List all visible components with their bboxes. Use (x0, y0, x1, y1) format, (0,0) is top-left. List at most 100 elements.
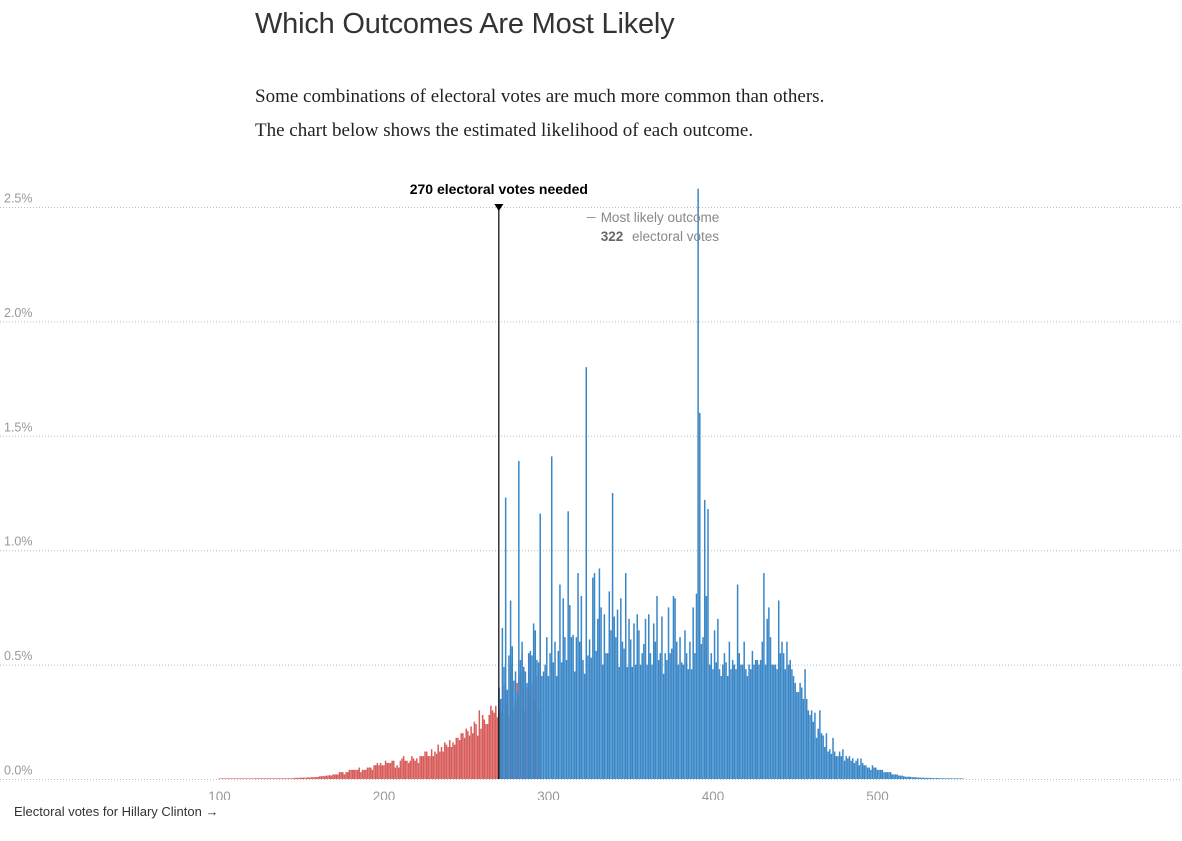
bar (856, 758, 859, 779)
bar (608, 591, 611, 779)
bar (708, 664, 711, 779)
bar (720, 676, 722, 779)
bar (725, 662, 727, 779)
bar (493, 712, 495, 779)
bar (957, 778, 959, 779)
bar (583, 673, 586, 779)
bar (241, 778, 244, 779)
bar (815, 737, 818, 779)
bar (450, 746, 453, 779)
bar (429, 756, 431, 779)
bar (702, 637, 704, 779)
bar (486, 724, 489, 779)
bar (919, 777, 921, 779)
bar (779, 653, 782, 779)
bar (529, 650, 532, 779)
bar (723, 653, 726, 779)
bar (735, 669, 737, 779)
bar (600, 607, 602, 779)
bar (750, 669, 752, 779)
mode-suffix: electoral votes (632, 229, 719, 244)
bar (409, 760, 412, 779)
bar (605, 653, 607, 779)
bar (351, 769, 354, 779)
bar (504, 497, 507, 779)
bar (246, 778, 249, 779)
bar (860, 758, 862, 779)
bar (481, 714, 484, 779)
bar (435, 753, 438, 779)
bar (549, 653, 551, 779)
bar (784, 669, 787, 779)
bar (501, 627, 504, 779)
bar (618, 666, 620, 779)
bar (378, 765, 380, 779)
bar (503, 666, 505, 779)
bar (462, 733, 464, 779)
y-tick-label: 1.0% (4, 535, 33, 549)
bar (888, 772, 890, 779)
bar (468, 735, 471, 779)
bar (952, 778, 954, 779)
y-tick-label: 0.0% (4, 764, 33, 778)
bar (962, 778, 964, 779)
bar (924, 777, 926, 779)
bar (388, 762, 390, 779)
bar (666, 660, 668, 779)
bar (832, 737, 834, 779)
bar (904, 776, 907, 779)
x-tick-label: 400 (702, 789, 725, 800)
bar (342, 772, 344, 779)
bar (268, 778, 270, 779)
bar (282, 778, 285, 779)
bar (763, 573, 765, 779)
bar (366, 767, 369, 779)
bar (766, 618, 768, 779)
bar (226, 778, 229, 779)
bar (733, 664, 736, 779)
bar (437, 744, 439, 779)
bar (792, 676, 795, 779)
bar (771, 664, 773, 779)
bar (886, 772, 889, 779)
bar (944, 778, 946, 779)
bar (374, 765, 377, 779)
bar (759, 660, 762, 779)
page-title: Which Outcomes Are Most Likely (255, 8, 675, 40)
bar (276, 778, 278, 779)
bar (542, 671, 545, 779)
bar (649, 653, 652, 779)
bar (404, 760, 407, 779)
bar (499, 698, 502, 779)
bar (444, 742, 446, 779)
bar (577, 573, 579, 779)
bar (810, 710, 813, 779)
bar (547, 676, 550, 779)
bar (624, 573, 627, 779)
bar (401, 758, 403, 779)
bar (861, 762, 864, 779)
bar (370, 767, 372, 779)
bar (514, 671, 517, 779)
bar (564, 637, 566, 779)
bar (873, 767, 875, 779)
bar (858, 765, 861, 779)
bar (926, 777, 928, 779)
bar (638, 630, 640, 779)
bar (710, 653, 713, 779)
bar (546, 637, 548, 779)
bar (279, 778, 282, 779)
bar (439, 751, 441, 779)
bar (685, 653, 688, 779)
y-tick-label: 1.5% (4, 420, 33, 434)
bar (322, 776, 324, 779)
bar (786, 641, 788, 779)
bar (277, 778, 280, 779)
bar (294, 777, 296, 779)
bar (620, 598, 622, 779)
bar (697, 188, 699, 779)
intro-line-1: Some combinations of electoral votes are… (255, 86, 825, 107)
bar (656, 595, 658, 779)
bar (636, 614, 639, 779)
bar (557, 650, 560, 779)
